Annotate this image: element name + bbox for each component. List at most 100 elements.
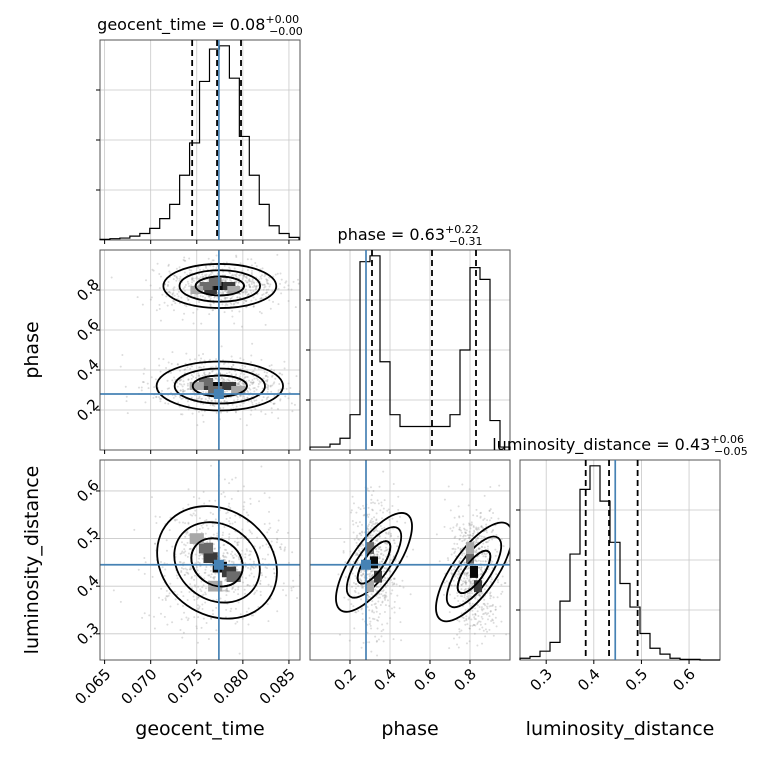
sample-point <box>215 411 218 414</box>
sample-point <box>173 518 176 521</box>
sample-point <box>379 509 382 512</box>
sample-point <box>238 652 241 655</box>
sample-point <box>360 586 363 589</box>
sample-point <box>242 291 245 294</box>
sample-point <box>464 531 467 534</box>
sample-point <box>486 545 489 548</box>
sample-point <box>393 611 396 614</box>
sample-point <box>376 585 379 588</box>
sample-point <box>264 566 267 569</box>
sample-point <box>213 575 216 578</box>
sample-point <box>193 616 196 619</box>
sample-point <box>305 296 307 298</box>
sample-point <box>381 601 384 604</box>
sample-point <box>250 565 253 568</box>
sample-point <box>360 569 363 572</box>
sample-point <box>228 482 231 485</box>
sample-point <box>245 299 248 302</box>
sample-point <box>223 400 226 403</box>
sample-point <box>266 291 269 294</box>
grid-lines <box>100 460 300 660</box>
sample-point <box>178 405 181 408</box>
sample-point <box>466 571 469 574</box>
sample-point <box>252 281 255 284</box>
sample-point <box>180 566 183 569</box>
sample-point <box>374 605 377 608</box>
sample-point <box>452 526 455 529</box>
sample-point <box>220 377 223 380</box>
sample-point <box>374 529 377 532</box>
sample-point <box>373 603 376 606</box>
sample-point <box>179 552 182 555</box>
sample-point <box>347 598 350 601</box>
sample-point <box>186 384 189 387</box>
sample-point <box>492 634 495 637</box>
sample-point <box>246 268 249 271</box>
sample-point <box>268 276 271 279</box>
sample-point <box>197 397 200 400</box>
sample-point <box>202 390 205 393</box>
sample-point <box>283 360 286 363</box>
sample-point <box>503 582 506 585</box>
sample-point <box>480 525 483 528</box>
sample-point <box>389 617 392 620</box>
sample-point <box>238 274 241 277</box>
sample-point <box>201 557 204 560</box>
sample-point <box>208 396 211 399</box>
sample-point <box>385 591 388 594</box>
sample-point <box>208 273 211 276</box>
sample-point <box>463 580 466 583</box>
sample-point <box>475 539 478 542</box>
sample-point <box>483 553 486 556</box>
sample-point <box>180 397 183 400</box>
sample-point <box>201 586 204 589</box>
sample-point <box>478 534 481 537</box>
sample-point <box>263 275 266 278</box>
sample-point <box>259 381 262 384</box>
sample-point <box>143 612 146 615</box>
sample-point <box>453 568 456 571</box>
sample-point <box>187 488 190 491</box>
sample-point <box>254 261 257 264</box>
sample-point <box>245 281 248 284</box>
sample-point <box>483 552 486 555</box>
sample-point <box>468 616 471 619</box>
sample-point <box>252 584 255 587</box>
sample-point <box>253 399 256 402</box>
sample-point <box>370 604 373 607</box>
sample-point <box>495 534 498 537</box>
sample-point <box>211 271 214 274</box>
sample-point <box>265 280 268 283</box>
sample-point <box>220 345 223 348</box>
sample-point <box>469 527 472 530</box>
sample-point <box>499 605 502 608</box>
sample-point <box>383 595 386 598</box>
sample-point <box>354 554 357 557</box>
sample-point <box>204 374 207 377</box>
sample-point <box>368 513 371 516</box>
sample-point <box>380 504 383 507</box>
sample-point <box>249 531 252 534</box>
sample-point <box>236 568 239 571</box>
sample-point <box>235 256 238 259</box>
sample-point <box>197 616 200 619</box>
sample-point <box>474 551 477 554</box>
sample-point <box>249 413 252 416</box>
sample-point <box>390 607 393 610</box>
sample-point <box>486 602 489 605</box>
sample-point <box>377 550 380 553</box>
sample-point <box>226 303 229 306</box>
sample-point <box>292 579 295 582</box>
sample-point <box>264 374 267 377</box>
sample-point <box>491 604 494 607</box>
sample-point <box>191 278 194 281</box>
sample-point <box>388 605 391 608</box>
sample-point <box>242 382 245 385</box>
sample-point <box>482 602 485 605</box>
sample-point <box>233 399 236 402</box>
sample-point <box>373 502 376 505</box>
density-cell <box>231 386 246 394</box>
sample-point <box>172 287 175 290</box>
sample-point <box>216 296 219 299</box>
sample-point <box>466 592 469 595</box>
